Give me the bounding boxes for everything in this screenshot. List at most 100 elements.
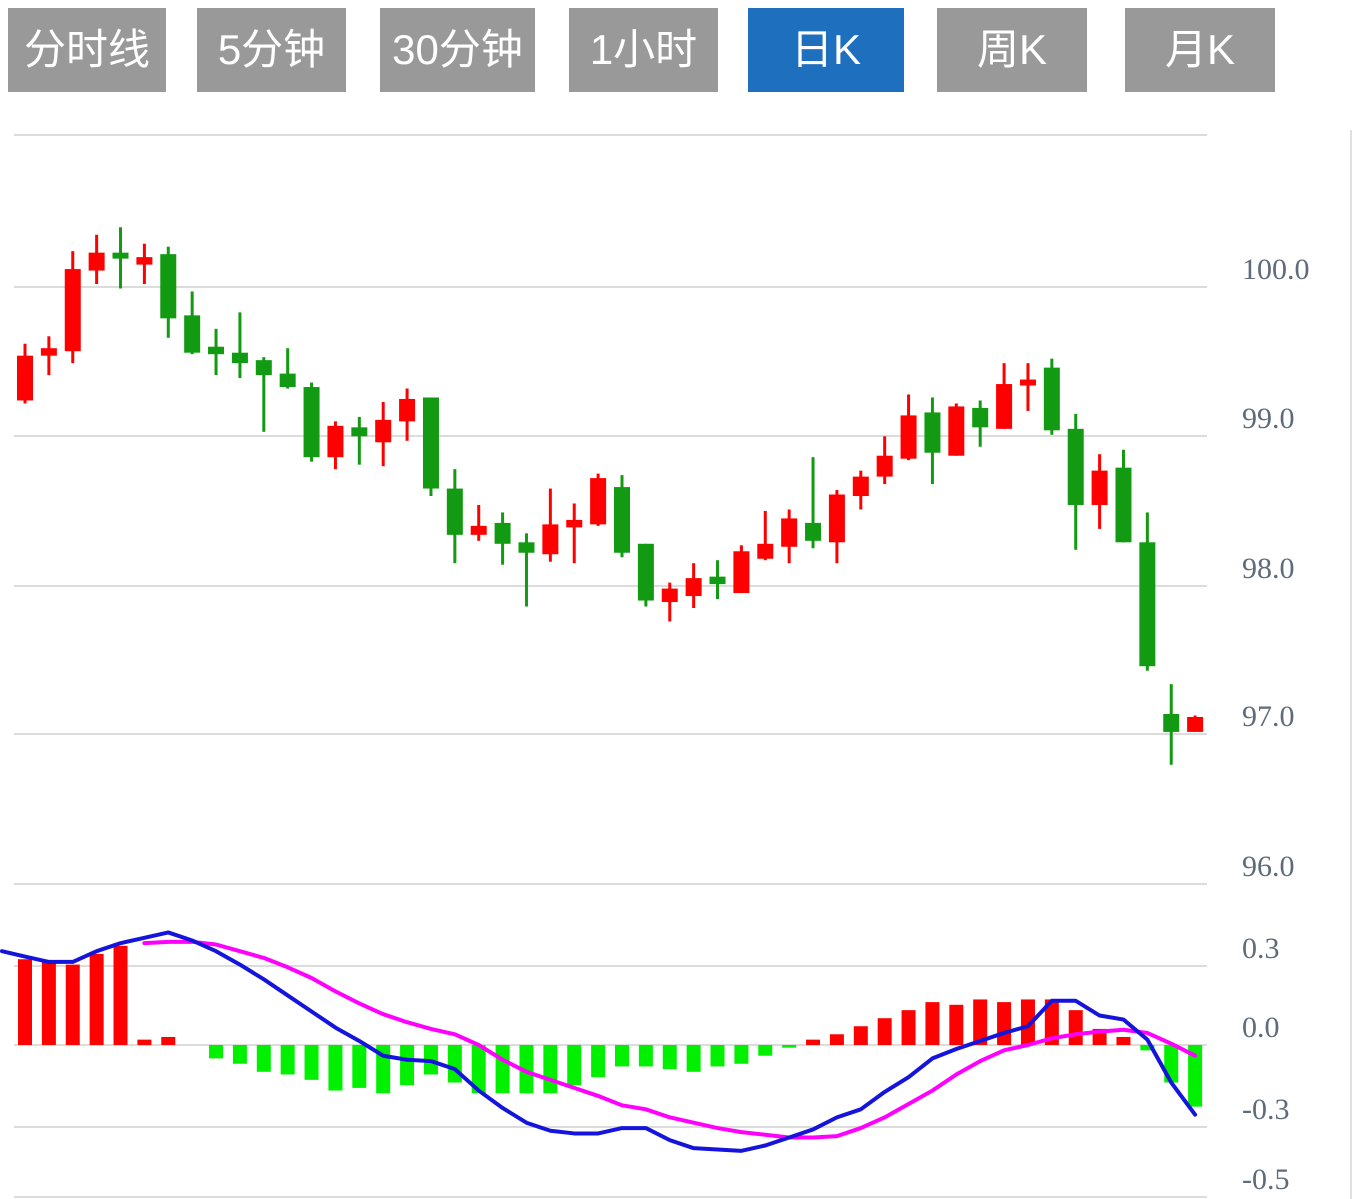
price-tick-label: 96.0 bbox=[1242, 850, 1295, 883]
candle-up bbox=[136, 257, 153, 265]
candle-wick bbox=[357, 416, 361, 465]
macd-hist-bar-down bbox=[471, 1045, 486, 1094]
macd-hist-bar-up bbox=[901, 1010, 916, 1045]
candle-up bbox=[40, 348, 57, 356]
macd-hist-bar-up bbox=[65, 964, 80, 1045]
macd-hist-bar-up bbox=[925, 1002, 940, 1045]
tab-30min[interactable]: 30分钟 bbox=[380, 8, 535, 92]
candle-wick bbox=[811, 457, 815, 549]
candle-up bbox=[566, 519, 583, 528]
macd-hist-bar-down bbox=[591, 1045, 606, 1078]
macd-tick-label: -0.5 bbox=[1242, 1163, 1290, 1196]
candle-up bbox=[590, 478, 607, 525]
candle-up bbox=[828, 494, 845, 543]
dif-line bbox=[0, 930, 1198, 1153]
macd-hist-bar-down bbox=[1188, 1045, 1203, 1107]
candle-down bbox=[614, 487, 630, 553]
macd-hist-bar-up bbox=[137, 1039, 152, 1045]
macd-hist-bar-down bbox=[782, 1045, 797, 1048]
price-tick-label: 100.0 bbox=[1242, 253, 1310, 286]
macd-hist-bar-down bbox=[567, 1045, 582, 1086]
macd-hist-bar-up bbox=[1044, 999, 1059, 1045]
candle-down bbox=[184, 315, 201, 353]
candle-up bbox=[375, 419, 392, 443]
candle-up bbox=[64, 269, 81, 352]
candle-up bbox=[852, 476, 869, 497]
macd-hist-bar-up bbox=[18, 959, 32, 1045]
candle-down bbox=[351, 427, 368, 437]
candle-up bbox=[1187, 716, 1204, 732]
macd-hist-bar-down bbox=[232, 1045, 247, 1064]
candle-up bbox=[1019, 379, 1036, 386]
candle-down bbox=[709, 576, 726, 585]
macd-hist-bar-down bbox=[495, 1045, 510, 1094]
macd-hist-bar-up bbox=[1068, 1010, 1083, 1045]
candle-up bbox=[661, 588, 678, 603]
candle-down bbox=[112, 252, 129, 259]
macd-hist-bar-up bbox=[829, 1034, 844, 1045]
macd-hist-bar-down bbox=[256, 1045, 271, 1072]
candle-down bbox=[279, 373, 296, 388]
tab-weekly-k[interactable]: 周K bbox=[937, 8, 1087, 92]
candle-up bbox=[470, 525, 487, 535]
macd-hist-bar-down bbox=[1140, 1045, 1155, 1051]
macd-hist-bar-up bbox=[997, 1002, 1012, 1045]
candle-up bbox=[542, 524, 559, 555]
macd-tick-label: -0.3 bbox=[1242, 1093, 1290, 1126]
macd-hist-bar-down bbox=[447, 1045, 462, 1083]
candle-down bbox=[924, 412, 941, 453]
candle-down bbox=[805, 522, 822, 541]
tab-1hour[interactable]: 1小时 bbox=[569, 8, 718, 92]
tab-5min[interactable]: 5分钟 bbox=[197, 8, 346, 92]
macd-hist-bar-up bbox=[949, 1004, 964, 1045]
macd-hist-bar-down bbox=[758, 1045, 773, 1056]
candle-down bbox=[303, 387, 320, 458]
candle-down bbox=[160, 254, 177, 319]
macd-hist-bar-up bbox=[1020, 999, 1035, 1045]
macd-tick-label: 0.0 bbox=[1242, 1011, 1280, 1044]
macd-hist-bar-down bbox=[209, 1045, 224, 1059]
candle-wick bbox=[477, 504, 481, 541]
candle-wick bbox=[286, 348, 290, 389]
macd-tick-label: 0.3 bbox=[1242, 932, 1280, 965]
candle-up bbox=[88, 252, 105, 271]
macd-hist-bar-up bbox=[973, 999, 988, 1045]
candle-up bbox=[685, 578, 702, 597]
candle-down bbox=[494, 522, 511, 544]
candle-up bbox=[900, 415, 917, 459]
candle-down bbox=[1139, 542, 1156, 667]
candle-up bbox=[876, 455, 893, 477]
candle-down bbox=[422, 397, 439, 489]
candle-down bbox=[1067, 428, 1084, 505]
tab-minute-line[interactable]: 分时线 bbox=[8, 8, 166, 92]
candle-down bbox=[1163, 713, 1180, 732]
macd-hist-bar-up bbox=[41, 961, 56, 1045]
macd-hist-bar-up bbox=[853, 1026, 868, 1045]
candle-up bbox=[996, 384, 1013, 429]
candle-down bbox=[1043, 367, 1060, 431]
tab-daily-k[interactable]: 日K bbox=[748, 8, 904, 92]
candle-up bbox=[781, 518, 798, 547]
candle-up bbox=[17, 355, 33, 401]
macd-hist-bar-up bbox=[113, 945, 128, 1045]
candle-wick bbox=[572, 503, 576, 564]
macd-hist-bar-down bbox=[734, 1045, 749, 1064]
macd-hist-bar-down bbox=[400, 1045, 415, 1086]
macd-hist-bar-up bbox=[1116, 1036, 1131, 1045]
candle-up bbox=[1091, 470, 1108, 505]
candle-down bbox=[637, 543, 654, 601]
candle-wick bbox=[262, 357, 266, 432]
tab-monthly-k[interactable]: 月K bbox=[1125, 8, 1275, 92]
macd-hist-bar-up bbox=[161, 1036, 176, 1045]
candle-wick bbox=[763, 510, 767, 561]
candle-down bbox=[208, 346, 225, 355]
macd-hist-bar-down bbox=[615, 1045, 629, 1067]
price-tick-label: 97.0 bbox=[1242, 700, 1295, 733]
macd-hist-bar-down bbox=[686, 1045, 701, 1072]
macd-hist-bar-down bbox=[328, 1045, 343, 1091]
price-tick-label: 99.0 bbox=[1242, 402, 1295, 435]
candle-down bbox=[1115, 467, 1132, 543]
dea-line bbox=[142, 939, 1198, 1140]
